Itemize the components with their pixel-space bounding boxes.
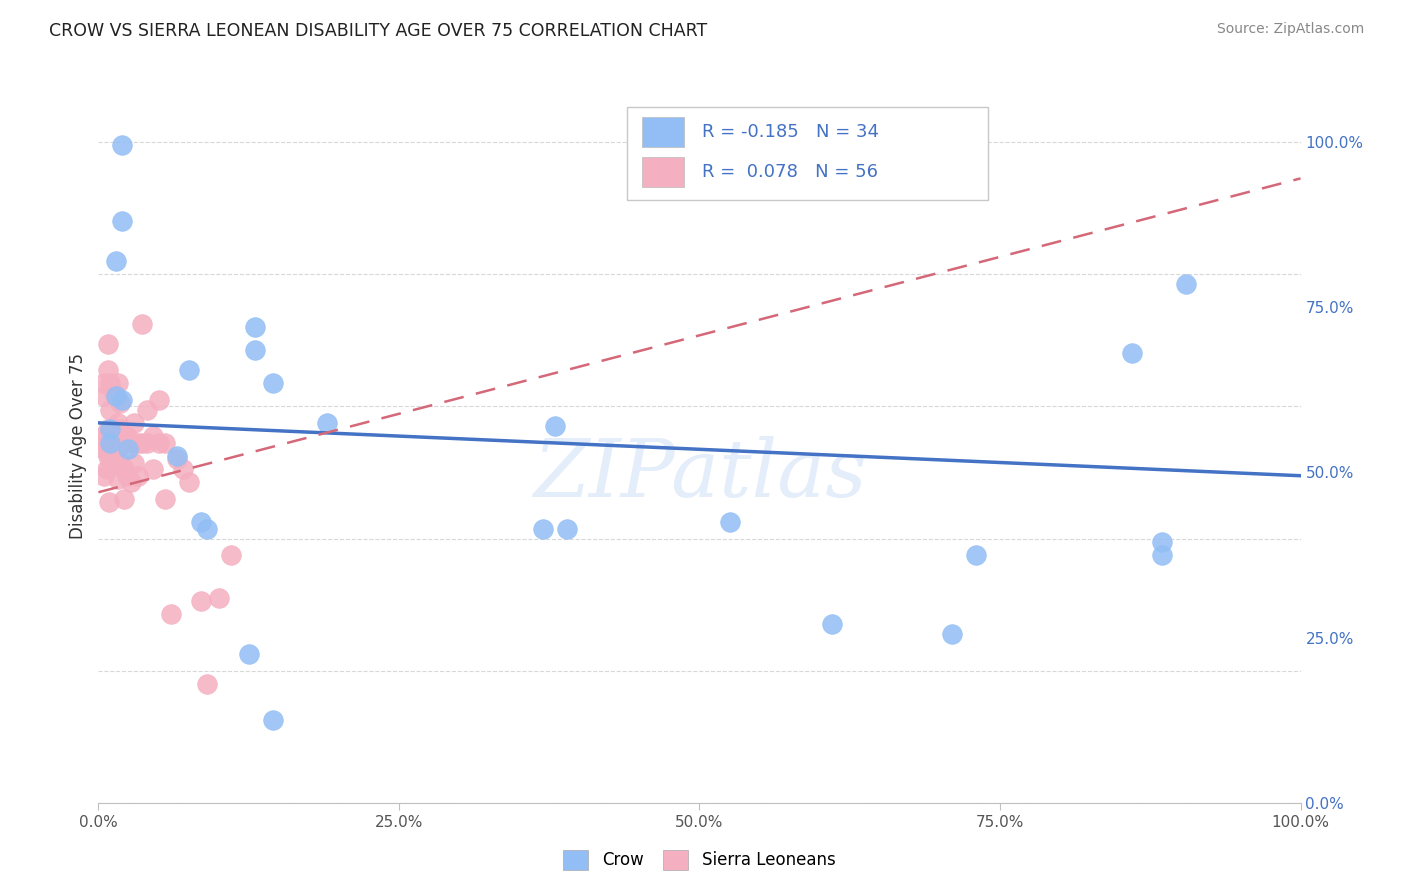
Point (190, 594, 212, 608)
Point (153, 435, 176, 450)
Point (117, 429, 139, 443)
Point (219, 548, 242, 562)
Point (190, 515, 212, 529)
Point (117, 442, 139, 457)
Point (112, 429, 135, 443)
Point (1152, 548, 1174, 562)
Point (111, 392, 134, 407)
Point (544, 419, 567, 434)
Point (107, 442, 129, 457)
Point (100, 429, 122, 443)
Point (148, 435, 170, 450)
Point (97, 449, 120, 463)
Text: CROW VS SIERRA LEONEAN DISABILITY AGE OVER 75 CORRELATION CHART: CROW VS SIERRA LEONEAN DISABILITY AGE OV… (49, 22, 707, 40)
Point (262, 713, 284, 727)
Point (105, 254, 128, 268)
Point (243, 343, 266, 358)
Legend: Crow, Sierra Leoneans: Crow, Sierra Leoneans (557, 843, 842, 877)
Point (1121, 346, 1143, 360)
Point (127, 468, 149, 483)
Point (135, 402, 157, 417)
Point (965, 548, 987, 562)
Point (103, 422, 125, 436)
Point (107, 376, 129, 391)
Point (120, 475, 142, 490)
Point (97, 363, 120, 377)
Point (96, 462, 118, 476)
Point (100, 376, 122, 391)
FancyBboxPatch shape (641, 117, 683, 147)
Point (166, 452, 188, 467)
Point (111, 138, 134, 153)
Point (97, 336, 120, 351)
Point (555, 522, 578, 536)
Point (105, 389, 128, 403)
Point (131, 435, 153, 450)
Text: R = -0.185   N = 34: R = -0.185 N = 34 (702, 123, 879, 141)
Point (821, 617, 844, 632)
FancyBboxPatch shape (627, 107, 988, 200)
Point (141, 462, 163, 476)
Point (93, 442, 115, 457)
Point (172, 462, 194, 476)
Point (97, 422, 120, 436)
Point (1175, 277, 1198, 292)
Point (1152, 534, 1174, 549)
Point (108, 396, 131, 410)
Point (108, 456, 131, 470)
Point (100, 435, 122, 450)
Point (718, 515, 741, 529)
Point (117, 468, 139, 483)
Point (153, 491, 176, 506)
FancyBboxPatch shape (641, 157, 683, 187)
Point (93, 435, 115, 450)
Point (941, 627, 963, 641)
Point (195, 677, 218, 691)
Point (124, 456, 146, 470)
Point (108, 422, 131, 436)
Point (124, 416, 146, 430)
Point (177, 475, 200, 490)
Point (135, 435, 157, 450)
Point (93, 389, 115, 403)
Point (112, 491, 135, 506)
Point (159, 607, 181, 622)
Point (177, 363, 200, 377)
Point (98, 495, 121, 509)
Point (93, 468, 115, 483)
Point (107, 416, 129, 430)
Point (100, 402, 122, 417)
Point (111, 214, 134, 228)
Point (107, 472, 129, 486)
Point (238, 647, 260, 661)
Point (103, 452, 125, 467)
Text: R =  0.078   N = 56: R = 0.078 N = 56 (702, 163, 877, 181)
Point (141, 429, 163, 443)
Text: Source: ZipAtlas.com: Source: ZipAtlas.com (1216, 22, 1364, 37)
Point (195, 522, 218, 536)
Point (315, 416, 337, 430)
Point (103, 386, 125, 401)
Text: ZIPatlas: ZIPatlas (533, 436, 866, 513)
Point (127, 435, 149, 450)
Y-axis label: Disability Age Over 75: Disability Age Over 75 (69, 353, 87, 539)
Point (93, 429, 115, 443)
Point (93, 376, 115, 391)
Point (131, 317, 153, 331)
Point (148, 392, 170, 407)
Point (166, 449, 188, 463)
Point (100, 422, 122, 436)
Point (120, 435, 142, 450)
Point (208, 591, 231, 605)
Point (112, 462, 135, 476)
Point (262, 376, 284, 391)
Point (100, 456, 122, 470)
Point (531, 522, 554, 536)
Point (243, 320, 266, 334)
